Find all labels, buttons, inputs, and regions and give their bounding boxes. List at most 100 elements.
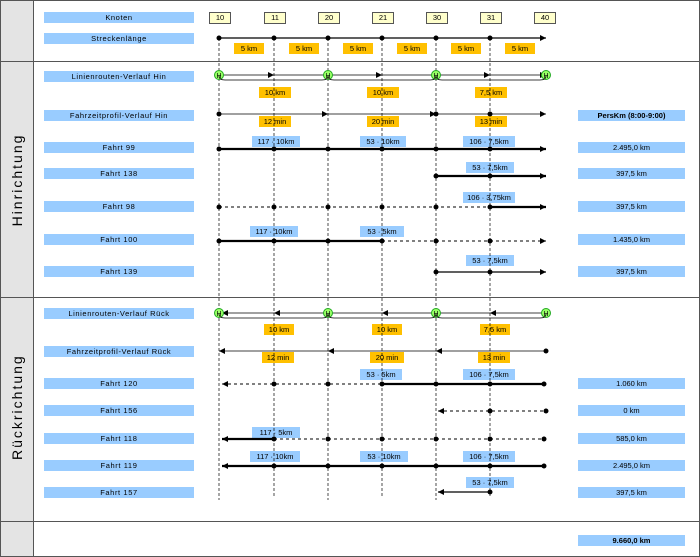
- trip-label: Fahrt 156: [44, 405, 194, 416]
- stop-dot: [487, 408, 493, 414]
- stop-dot: [433, 436, 439, 442]
- stop-dot: [325, 146, 331, 152]
- stop-dot: [216, 146, 222, 152]
- profile-time: 12 min: [259, 116, 291, 127]
- arrow-head: [490, 310, 496, 316]
- routes-label-hin: Linienrouten-Verlauf Hin: [44, 71, 194, 82]
- route-length: 7,5 km: [480, 324, 510, 335]
- stop-dot: [487, 436, 493, 442]
- arrow-head: [222, 310, 228, 316]
- knoten-label: Knoten: [44, 12, 194, 23]
- trip-result: 397,5 km: [578, 487, 685, 498]
- stop-dot: [216, 35, 222, 41]
- arrow-head: [540, 269, 546, 275]
- trip-result: 585,0 km: [578, 433, 685, 444]
- arrow-head: [382, 310, 388, 316]
- stop-dot: [433, 173, 439, 179]
- profile-label-rueck: Fahrzeitprofil-Verlauf Rück: [44, 346, 194, 357]
- stop-dot: [325, 436, 331, 442]
- stop-dot: [379, 381, 385, 387]
- stop-dot: [487, 146, 493, 152]
- route-length: 7,5 km: [475, 87, 507, 98]
- arrow-head: [540, 35, 546, 41]
- node-30: 30: [426, 12, 448, 24]
- profile-time: 13 min: [478, 352, 510, 363]
- segment-length: 5 km: [451, 43, 481, 54]
- stop-dot: [487, 204, 493, 210]
- arrow-head: [484, 72, 490, 78]
- passenger-note: 106 · 3,75km: [463, 192, 515, 203]
- stop-dot: [271, 436, 277, 442]
- arrow-head: [540, 111, 546, 117]
- trip-result: 397,5 km: [578, 266, 685, 277]
- stop-dot: [433, 35, 439, 41]
- stop-dot: [487, 269, 493, 275]
- stop-marker: [431, 70, 441, 80]
- stop-dot: [487, 35, 493, 41]
- profile-time: 20 min: [367, 116, 399, 127]
- route-brace: [218, 75, 329, 81]
- stop-dot: [271, 463, 277, 469]
- stop-dot: [325, 35, 331, 41]
- passenger-note: 53 · 5km: [360, 369, 402, 380]
- route-brace: [327, 313, 437, 319]
- passenger-note: 53 · 5km: [360, 226, 404, 237]
- stop-dot: [379, 35, 385, 41]
- stop-dot: [487, 489, 493, 495]
- passenger-note: 53 · 10km: [360, 451, 408, 462]
- trip-result: 397,5 km: [578, 168, 685, 179]
- route-brace: [327, 75, 437, 81]
- trip-label: Fahrt 98: [44, 201, 194, 212]
- trip-label: Fahrt 120: [44, 378, 194, 389]
- stop-dot: [271, 204, 277, 210]
- node-11: 11: [264, 12, 286, 24]
- arrow-head: [540, 146, 546, 152]
- stop-dot: [325, 381, 331, 387]
- arrow-head: [219, 348, 225, 354]
- segment-length: 5 km: [289, 43, 319, 54]
- passenger-note: 106 · 7,5km: [463, 136, 515, 147]
- route-length: 10 km: [367, 87, 399, 98]
- stop-dot: [433, 204, 439, 210]
- arrow-head: [376, 72, 382, 78]
- passenger-note: 53 · 10km: [360, 136, 406, 147]
- trip-label: Fahrt 139: [44, 266, 194, 277]
- stop-dot: [271, 35, 277, 41]
- node-31: 31: [480, 12, 502, 24]
- profile-label-hin: Fahrzeitprofil-Verlauf Hin: [44, 110, 194, 121]
- passenger-note: 106 · 7,5km: [463, 451, 515, 462]
- passenger-note: 117 · 10km: [252, 136, 300, 147]
- stop-dot: [541, 381, 547, 387]
- arrow-head: [540, 204, 546, 210]
- route-length: 10 km: [372, 324, 402, 335]
- route-brace: [435, 313, 547, 319]
- trip-result: 2.495,0 km: [578, 460, 685, 471]
- divider-rueck: [0, 297, 700, 298]
- trip-label: Fahrt 100: [44, 234, 194, 245]
- passenger-note: 53 · 7,5km: [466, 477, 514, 488]
- arrow-head: [268, 72, 274, 78]
- stop-dot: [487, 173, 493, 179]
- stop-dot: [216, 111, 222, 117]
- stop-dot: [271, 381, 277, 387]
- arrow-head: [540, 238, 546, 244]
- passenger-note: 117 · 10km: [250, 226, 298, 237]
- arrow-head: [222, 381, 228, 387]
- stop-dot: [541, 463, 547, 469]
- stop-marker: [214, 70, 224, 80]
- segment-length: 5 km: [343, 43, 373, 54]
- trip-label: Fahrt 157: [44, 487, 194, 498]
- passenger-note: 53 · 7,5km: [466, 162, 514, 173]
- stop-dot: [487, 463, 493, 469]
- trip-result: 0 km: [578, 405, 685, 416]
- route-brace: [218, 313, 329, 319]
- profile-time: 20 min: [370, 352, 404, 363]
- profile-time: 12 min: [262, 352, 294, 363]
- arrow-head: [540, 173, 546, 179]
- trip-result: 1.060 km: [578, 378, 685, 389]
- trip-result: 2.495,0 km: [578, 142, 685, 153]
- stop-dot: [487, 381, 493, 387]
- trip-result: 1.435,0 km: [578, 234, 685, 245]
- routes-label-rueck: Linienrouten-Verlauf Rück: [44, 308, 194, 319]
